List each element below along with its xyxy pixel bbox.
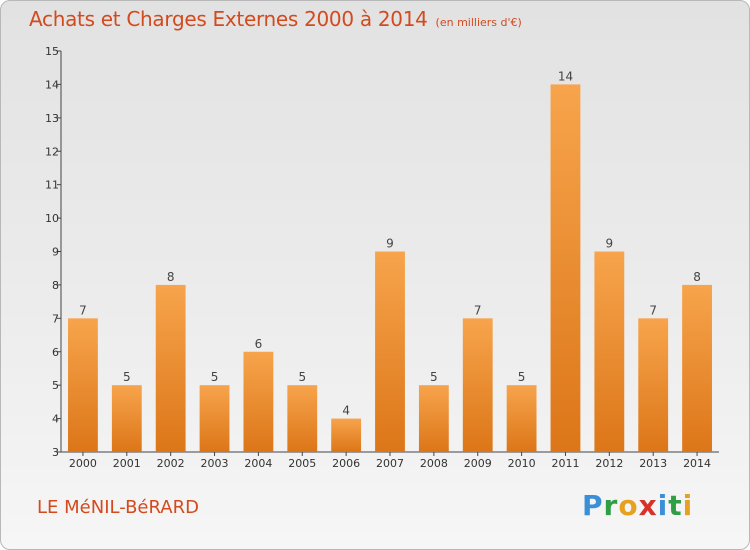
value-label-2003: 5 [211,370,219,384]
bars: 7 5 8 5 6 5 4 9 5 7 5 14 9 7 8 [68,69,712,453]
bar-2011 [550,84,581,453]
value-label-2002: 8 [167,270,175,284]
value-label-2010: 5 [518,370,526,384]
x-tick-label-2003: 2003 [201,457,229,470]
x-tick-label-2013: 2013 [639,457,667,470]
x-tick-label-2014: 2014 [683,457,711,470]
commune-name: LE MéNIL-BéRARD [37,497,199,518]
value-label-2014: 8 [693,270,701,284]
chart-unit: (en milliers d'€) [435,16,522,29]
y-tick-label: 10 [45,212,59,225]
value-label-2009: 7 [474,303,482,317]
x-tick-label-2010: 2010 [508,457,536,470]
bar-2001 [111,385,142,452]
x-tick-label-2002: 2002 [157,457,185,470]
bar-2012 [594,251,625,452]
logo-letter: P [582,489,604,522]
bar-2014 [682,284,712,452]
x-tick-label-2007: 2007 [376,457,404,470]
bar-2003 [199,385,230,452]
y-tick-label: 4 [52,413,59,426]
value-label-2013: 7 [649,303,657,317]
bar-2013 [638,318,669,452]
chart-title-text: Achats et Charges Externes 2000 à 2014 [29,7,428,31]
x-tick-label-2004: 2004 [244,457,272,470]
logo-letter: r [603,489,619,522]
bar-2000 [68,318,98,452]
value-label-2011: 14 [558,69,573,83]
y-tick-label: 11 [45,179,59,192]
bar-2010 [506,385,537,452]
x-tick-label-2005: 2005 [288,457,316,470]
value-label-2006: 4 [342,404,350,418]
value-label-2004: 6 [255,337,263,351]
y-tick-label: 7 [52,312,59,325]
x-tick-label-2008: 2008 [420,457,448,470]
proxiti-logo: Proxiti [582,489,693,522]
y-ticks: 3 4 5 6 7 8 9 10 11 12 13 14 15 [45,45,61,459]
x-tick-label-2011: 2011 [551,457,579,470]
y-tick-label: 9 [52,246,59,259]
y-tick-label: 13 [45,112,59,125]
value-label-2012: 9 [606,237,614,251]
y-tick-label: 14 [45,78,59,91]
x-tick-label-2012: 2012 [595,457,623,470]
y-tick-label: 12 [45,145,59,158]
value-label-2008: 5 [430,370,438,384]
bar-2009 [462,318,493,452]
bar-2007 [375,251,405,452]
bar-2002 [155,284,186,452]
y-tick-label: 3 [52,446,59,459]
x-tick-label-2009: 2009 [464,457,492,470]
logo-letter: x [638,489,658,522]
y-tick-label: 15 [45,45,59,58]
logo-letter: i [657,489,669,522]
x-tick-labels: 2000 2001 2002 2003 2004 2005 2006 2007 2008 2009… [69,452,711,470]
x-tick-label-2006: 2006 [332,457,360,470]
value-label-2001: 5 [123,370,131,384]
chart-title: Achats et Charges Externes 2000 à 2014 (e… [29,7,522,31]
value-label-2007: 9 [386,237,394,251]
logo-letter: t [668,489,683,522]
value-label-2005: 5 [298,370,306,384]
value-label-2000: 7 [79,303,87,317]
logo-letter: i [682,489,694,522]
bar-2008 [418,385,449,452]
bar-2006 [331,418,362,452]
x-tick-label-2001: 2001 [113,457,141,470]
bar-2005 [287,385,318,452]
logo-letter: o [618,489,639,522]
x-tick-label-2000: 2000 [69,457,97,470]
y-tick-label: 8 [52,279,59,292]
bar-2004 [243,351,274,452]
y-tick-label: 6 [52,346,59,359]
y-tick-label: 5 [52,379,59,392]
